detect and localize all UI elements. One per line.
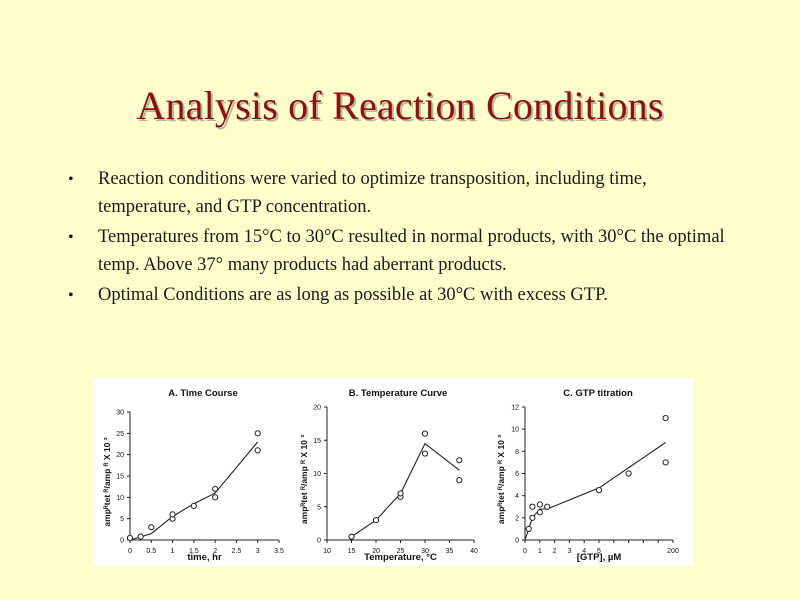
data-point: [529, 503, 536, 510]
chart-title: C. GTP titration: [563, 388, 633, 399]
x-tick-label: 3: [567, 548, 571, 555]
data-point: [137, 533, 144, 540]
y-tick-label: 15: [313, 438, 321, 445]
y-tick-label: 12: [511, 405, 519, 412]
y-tick-label: 10: [116, 495, 124, 502]
x-tick-label: 35: [446, 548, 454, 555]
y-tick-label: 6: [515, 471, 519, 478]
y-tick-label: 10: [313, 471, 321, 478]
data-point: [212, 494, 219, 501]
data-point: [662, 459, 669, 466]
x-tick-label: 3: [256, 548, 260, 555]
y-tick-label: 5: [120, 516, 124, 523]
y-tick-label: 4: [515, 493, 519, 500]
data-point: [421, 450, 429, 457]
bullet-item-3: Optimal Conditions are as long as possib…: [64, 282, 734, 310]
y-tick-label: 8: [515, 449, 519, 456]
y-axis-label: ampᴿtet ᴿ/amp ᴿ X 10 ³: [496, 435, 506, 524]
data-point: [529, 514, 536, 521]
x-tick-label: 0.5: [146, 548, 156, 555]
data-point: [662, 414, 669, 422]
x-tick-label: 3.5: [274, 548, 284, 555]
x-tick-label: 25: [397, 548, 405, 555]
x-axis-label: [GTP], µM: [577, 552, 622, 563]
data-point: [254, 430, 261, 437]
series-line: [129, 441, 259, 541]
x-tick-label: 20: [372, 548, 380, 555]
data-point: [126, 534, 134, 541]
data-point: [536, 509, 543, 516]
bullet-list: Reaction conditions were varied to optim…: [64, 166, 734, 313]
data-point: [421, 430, 429, 437]
data-point: [595, 487, 603, 494]
data-point: [254, 447, 261, 454]
x-tick-label: 2: [213, 548, 217, 555]
data-point: [348, 533, 355, 540]
y-tick-label: 25: [116, 431, 124, 438]
x-tick-label: 0: [523, 548, 527, 555]
data-point: [148, 524, 155, 531]
figure-panels: A. Time Course 0 0.5 1 1.5 2 2.5 3 3.5 0 5 10 15 20 25…: [93, 378, 693, 566]
x-axis-label: Temperature, °C: [364, 552, 437, 563]
series-line: [351, 442, 460, 538]
x-tick-label: 5: [597, 548, 601, 555]
data-point: [456, 457, 463, 464]
y-tick-label: 2: [515, 515, 519, 522]
x-tick-label: 200: [667, 548, 679, 555]
x-tick-label: 10: [323, 548, 331, 555]
slide-title: Analysis of Reaction Conditions: [136, 83, 664, 128]
data-point: [212, 485, 219, 492]
data-point: [544, 503, 551, 510]
y-tick-label: 5: [317, 504, 321, 511]
data-point: [625, 470, 632, 477]
data-point: [456, 477, 463, 484]
data-point: [169, 511, 176, 518]
y-tick-label: 10: [511, 427, 519, 434]
y-axis-label: ampᴿtet ᴿ/amp ᴿ X 10 ³: [102, 437, 112, 526]
data-point: [372, 516, 380, 524]
data-point: [190, 502, 197, 509]
x-axis-label: time, hr: [187, 552, 222, 563]
x-tick-label: 1: [171, 548, 175, 555]
y-tick-label: 20: [313, 405, 321, 412]
x-tick-label: 30: [421, 548, 429, 555]
y-tick-label: 0: [515, 538, 519, 545]
y-tick-label: 15: [116, 474, 124, 481]
x-tick-label: 2: [553, 548, 557, 555]
x-tick-label: 1: [538, 548, 542, 555]
x-tick-label: 40: [470, 548, 478, 555]
x-tick-label: 4: [582, 548, 586, 555]
y-tick-label: 20: [116, 452, 124, 459]
data-point: [397, 490, 404, 497]
chart-title: A. Time Course: [168, 388, 238, 399]
x-tick-label: 2.5: [232, 548, 242, 555]
data-point: [525, 525, 532, 533]
data-point: [536, 501, 543, 508]
x-tick-label: 15: [348, 548, 356, 555]
bullet-item-1: Reaction conditions were varied to optim…: [64, 166, 734, 221]
series-line: [524, 442, 666, 541]
x-tick-label: 1.5: [189, 548, 199, 555]
chart-title: B. Temperature Curve: [349, 388, 448, 399]
y-axis-label: ampᴿtet ᴿ/amp ᴿ X 10 ³: [299, 435, 309, 524]
x-tick-label: 0: [128, 548, 132, 555]
bullet-item-2: Temperatures from 15°C to 30°C resulted …: [64, 224, 734, 279]
y-tick-label: 0: [120, 538, 124, 545]
y-tick-label: 30: [116, 410, 124, 417]
y-tick-label: 0: [317, 538, 321, 545]
